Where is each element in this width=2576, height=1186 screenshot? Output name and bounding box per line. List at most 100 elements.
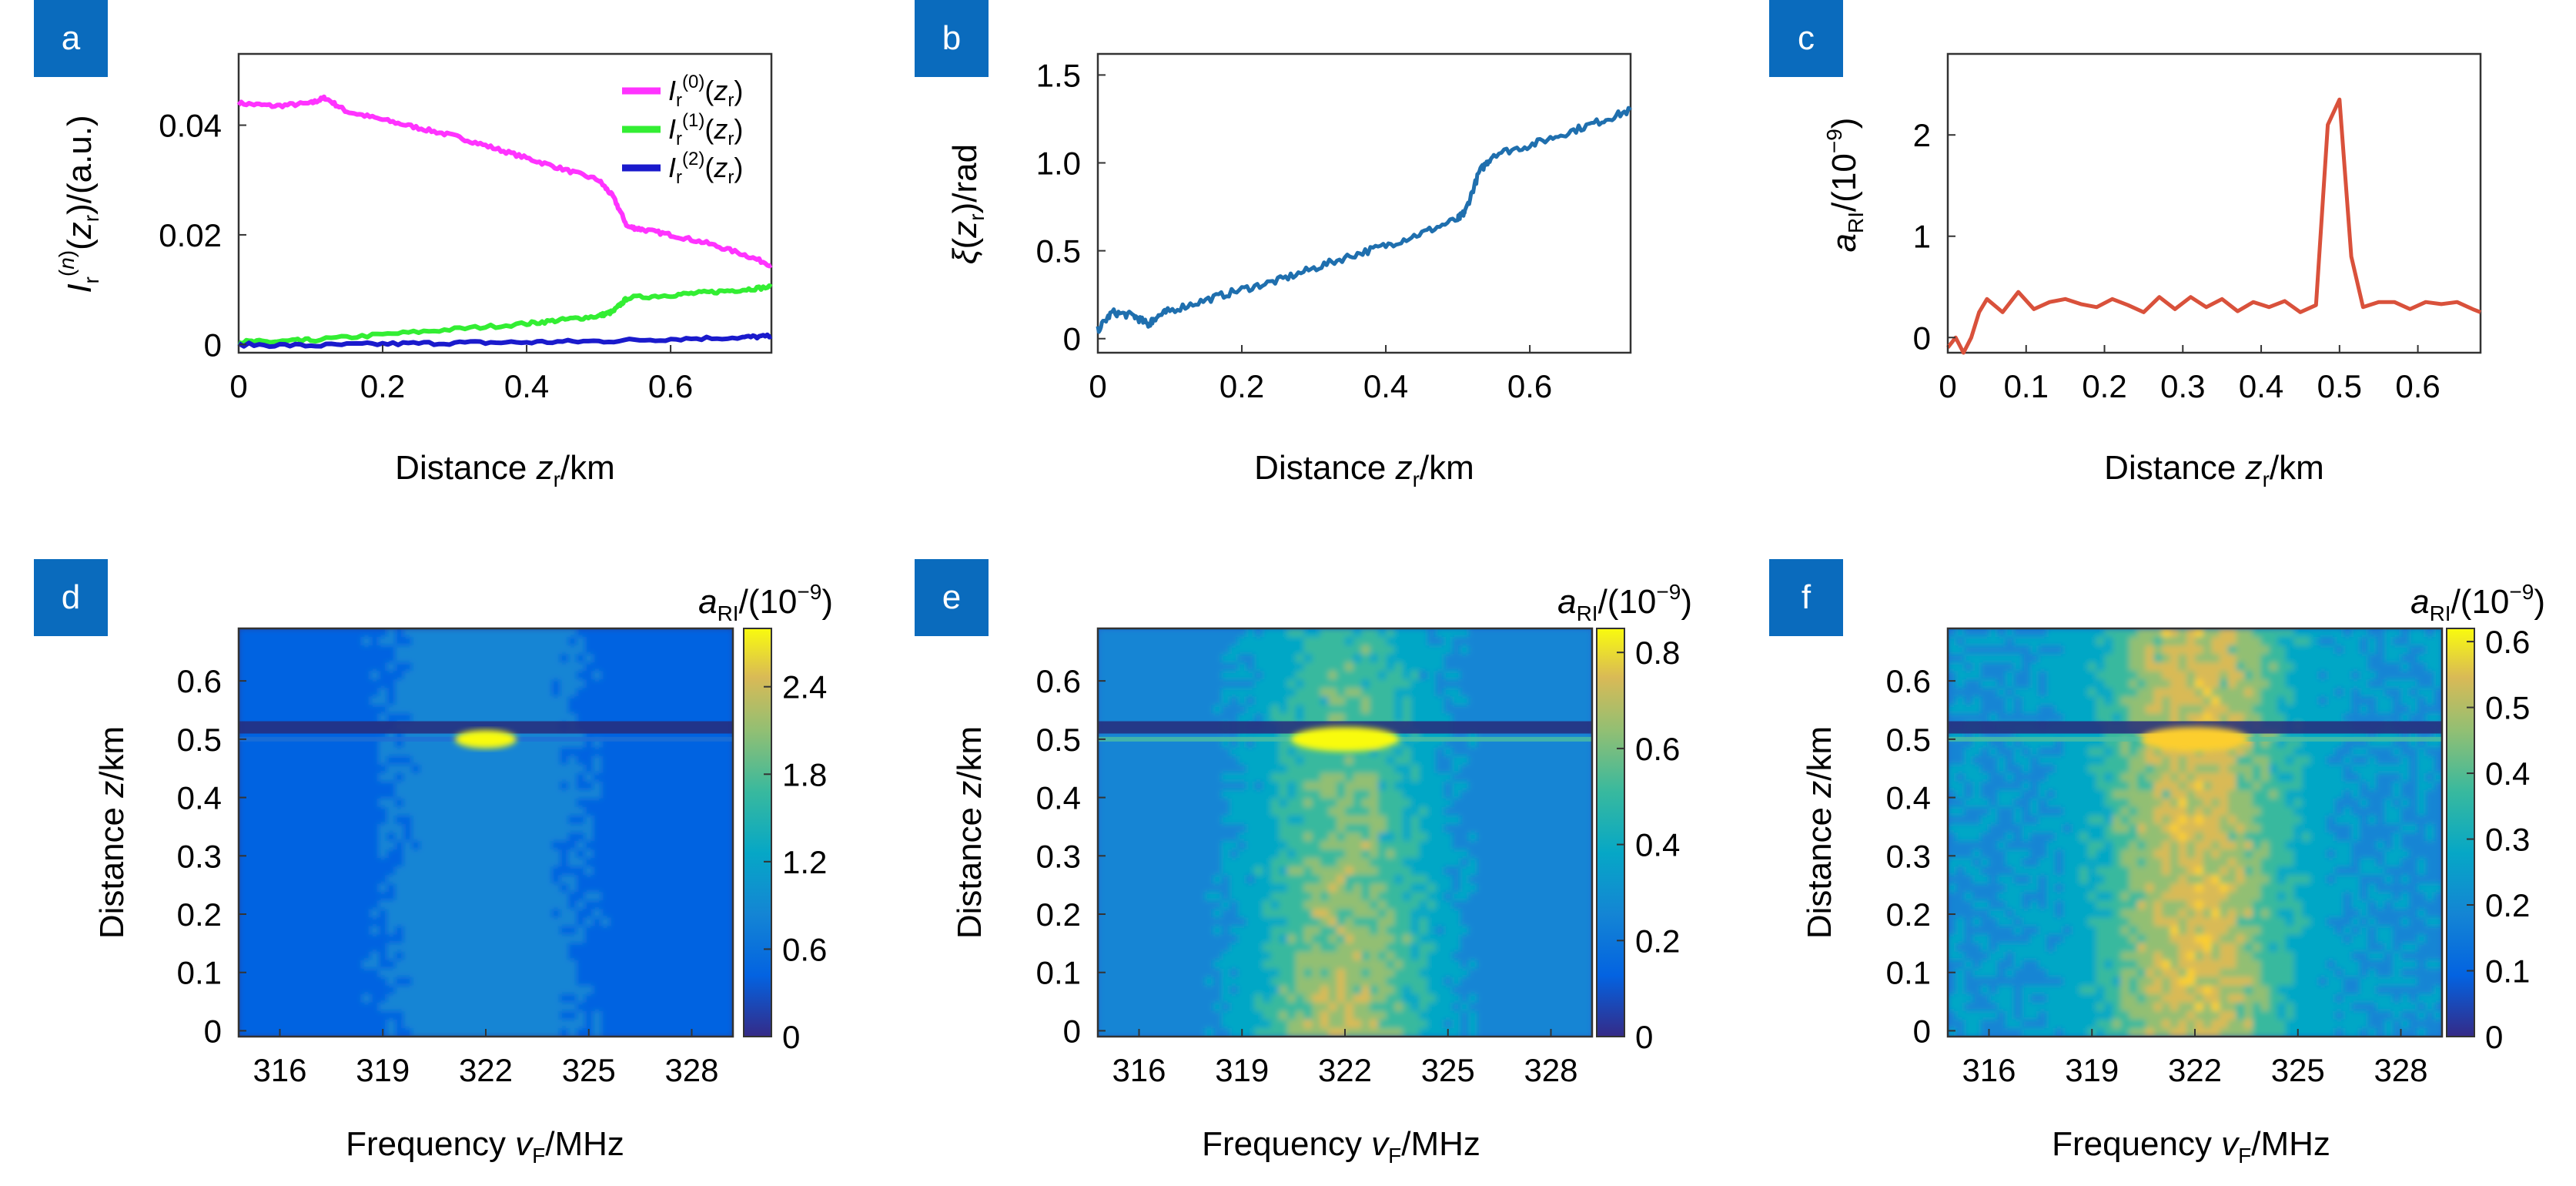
heatmap-cell [617, 841, 626, 850]
heatmap-cell [1213, 688, 1222, 697]
heatmap-cell [544, 986, 552, 995]
heatmap-cell [593, 917, 601, 926]
heatmap-cell [247, 900, 256, 910]
heatmap-cell [445, 986, 453, 995]
heatmap-cell [437, 986, 445, 995]
heatmap-cell [1254, 977, 1263, 987]
heatmap-cell [321, 688, 330, 697]
heatmap-cell [1106, 654, 1115, 663]
heatmap-cell [675, 969, 684, 978]
heatmap-cell [535, 799, 544, 808]
heatmap-cell [263, 765, 272, 774]
heatmap-cell [1296, 1011, 1304, 1020]
heatmap-cell [552, 994, 560, 1003]
heatmap-cell [708, 1003, 717, 1012]
heatmap-cell [1287, 875, 1296, 884]
heatmap-cell [1196, 986, 1205, 995]
heatmap-cell [502, 986, 510, 995]
heatmap-cell [1189, 748, 1197, 757]
heatmap-cell [1196, 662, 1205, 672]
heatmap-cell [272, 977, 280, 987]
heatmap-cell [708, 756, 717, 766]
heatmap-cell [1345, 645, 1353, 655]
heatmap-cell [527, 654, 536, 663]
heatmap-cell [1222, 782, 1230, 791]
heatmap-cell [535, 679, 544, 688]
heatmap-cell [544, 926, 552, 936]
heatmap-cell [1361, 900, 1370, 910]
heatmap-cell [1222, 833, 1230, 842]
heatmap-cell [395, 875, 403, 884]
heatmap-cell [651, 824, 659, 833]
heatmap-cell [610, 849, 618, 859]
heatmap-cell [272, 1011, 280, 1020]
heatmap-cell [1411, 892, 1420, 901]
heatmap-cell [1345, 892, 1353, 901]
heatmap-cell [527, 969, 536, 978]
heatmap-cell [321, 816, 330, 825]
heatmap-cell [634, 637, 643, 646]
heatmap-cell [634, 926, 643, 936]
heatmap-cell [544, 952, 552, 961]
heatmap-cell [420, 883, 428, 893]
heatmap-cell [486, 1011, 494, 1020]
heatmap-cell [1403, 917, 1411, 926]
heatmap-cell [1246, 773, 1255, 782]
heatmap-cell [519, 875, 527, 884]
heatmap-cell [1370, 986, 1378, 995]
heatmap-cell [717, 816, 725, 825]
heatmap-cell [1296, 816, 1304, 825]
heatmap-cell [593, 969, 601, 978]
x-tick-label: 0.2 [360, 368, 405, 404]
heatmap-cell [552, 866, 560, 876]
heatmap-cell [1172, 935, 1180, 944]
heatmap-cell [1196, 900, 1205, 910]
heatmap-cell [470, 637, 478, 646]
heatmap-cell [667, 688, 675, 697]
heatmap-cell [510, 909, 519, 918]
heatmap-cell [1353, 773, 1362, 782]
heatmap-cell [321, 628, 330, 638]
heatmap-cell [288, 900, 296, 910]
heatmap-cell [1337, 858, 1345, 867]
heatmap-cell [420, 841, 428, 850]
heatmap-cell [330, 628, 338, 638]
heatmap-cell [601, 994, 610, 1003]
heatmap-cell [494, 1003, 503, 1012]
heatmap-cell [1345, 713, 1353, 722]
heatmap-cell [1131, 952, 1139, 961]
heatmap-cell [1156, 628, 1164, 638]
heatmap-cell [1164, 900, 1173, 910]
heatmap-cell [510, 748, 519, 757]
heatmap-cell [1106, 765, 1115, 774]
heatmap-cell [363, 926, 371, 936]
heatmap-cell [363, 756, 371, 766]
heatmap-cell [519, 790, 527, 799]
heatmap-cell [1427, 628, 1436, 638]
heatmap-cell [1164, 883, 1173, 893]
heatmap-cell [1229, 883, 1238, 893]
heatmap-cell [1296, 824, 1304, 833]
heatmap-cell [387, 952, 396, 961]
heatmap-cell [552, 824, 560, 833]
heatmap-cell [321, 773, 330, 782]
heatmap-cell [494, 628, 503, 638]
heatmap-cell [1246, 943, 1255, 953]
heatmap-cell [1122, 833, 1131, 842]
heatmap-cell [494, 748, 503, 757]
heatmap-cell [1213, 909, 1222, 918]
heatmap-cell [420, 833, 428, 842]
heatmap-cell [552, 833, 560, 842]
heatmap-cell [1172, 977, 1180, 987]
heatmap-cell [288, 628, 296, 638]
heatmap-cell [717, 799, 725, 808]
heatmap-cell [453, 645, 461, 655]
heatmap-cell [337, 875, 346, 884]
heatmap-cell [1353, 705, 1362, 714]
heatmap-cell [346, 909, 354, 918]
heatmap-cell [1411, 773, 1420, 782]
heatmap-cell [1304, 1003, 1313, 1012]
heatmap-cell [1189, 1011, 1197, 1020]
heatmap-cell [280, 756, 289, 766]
heatmap-cell [1098, 875, 1106, 884]
